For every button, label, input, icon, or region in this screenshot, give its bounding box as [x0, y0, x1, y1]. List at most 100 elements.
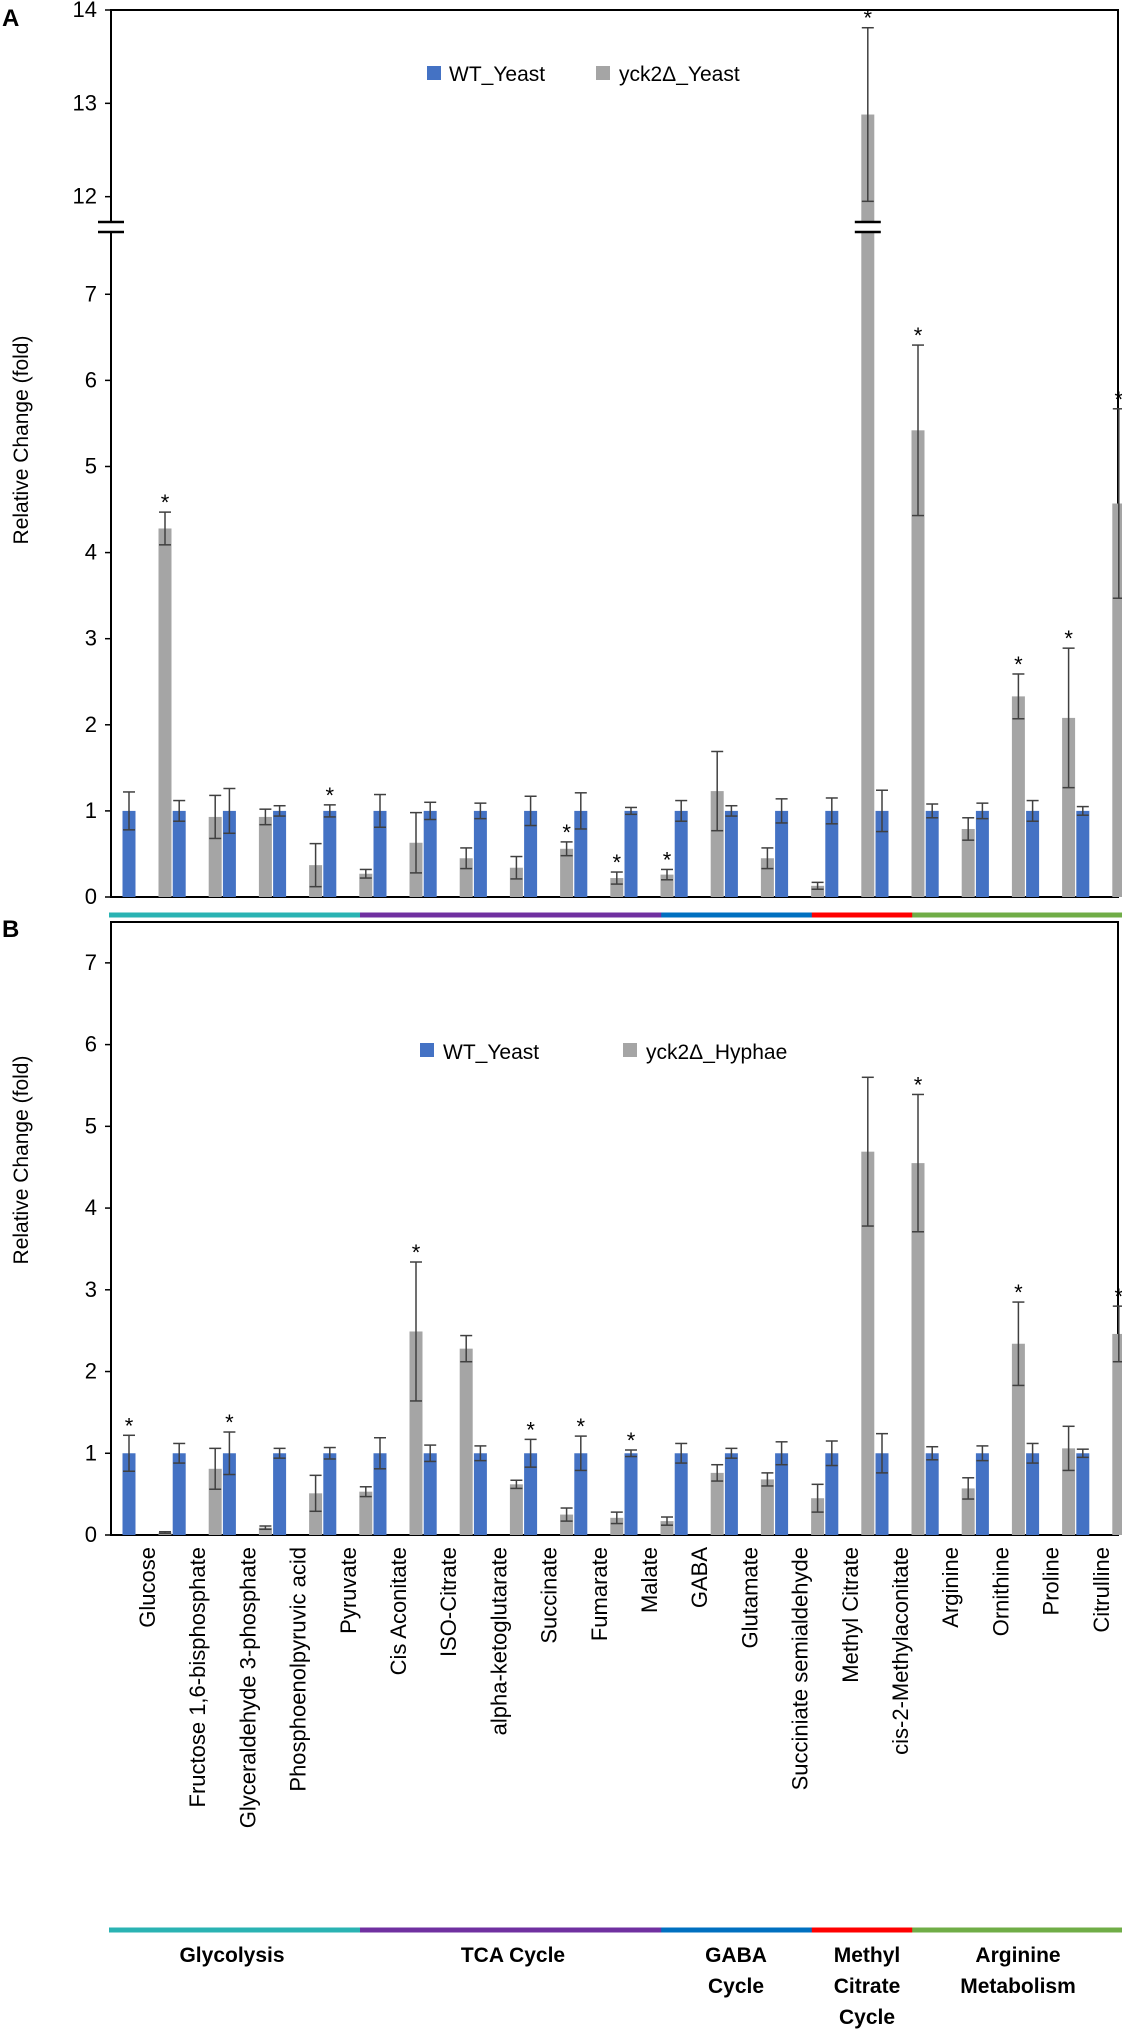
panel-a-significance-star: * [326, 783, 335, 808]
panel-a-bar [222, 810, 236, 897]
panel-b-significance-star: * [225, 1410, 234, 1435]
panel-a-significance-star: * [1115, 387, 1122, 412]
panel-b-legend: WT_Yeast yck2Δ_Hyphae [420, 1041, 787, 1064]
category-label: Phosphoenolpyruvic acid [286, 1547, 311, 1792]
panel-b-bar [373, 1453, 387, 1535]
panel-b-bar [208, 1468, 222, 1535]
panel-b-bar [258, 1527, 272, 1535]
panel-b-bar [1076, 1453, 1090, 1535]
panel-b-bar [1011, 1343, 1025, 1535]
panel-a-bar [724, 810, 738, 897]
panel-a-significance-star: * [864, 6, 873, 31]
panel-a-bar [610, 878, 624, 897]
group-label-gaba-line-2: Cycle [708, 1975, 764, 1998]
panel-a-bar [1026, 810, 1040, 897]
panel-a-bar-break-gap [853, 222, 882, 232]
panel-a-legend-swatch-mutant [596, 66, 610, 80]
panel-a-bar [158, 528, 172, 897]
panel-b-bar [122, 1453, 136, 1535]
panel-b-bar [459, 1348, 473, 1535]
panel-a-y-tick-label: 5 [85, 453, 97, 478]
panel-a-bar [423, 810, 437, 897]
panel-a-bar [861, 114, 875, 898]
panel-b-bar [811, 1498, 825, 1535]
category-label: alpha-ketoglutarate [486, 1547, 511, 1735]
panel-a-bar [624, 810, 638, 897]
panel-a-plot-frame [110, 9, 1119, 898]
group-label-gaba-line-1: GABA [705, 1944, 767, 1967]
panel-b-y-tick-label: 3 [85, 1277, 97, 1302]
panel-a-significance-star: * [613, 850, 622, 875]
panel-b-bar [524, 1453, 538, 1535]
panel-b-bar [825, 1453, 839, 1535]
panel-a-y-tick-label: 14 [73, 0, 97, 22]
panel-b-bar [560, 1514, 574, 1535]
panel-a-significance-star: * [914, 323, 923, 348]
panel-b-legend-swatch-wt [420, 1043, 434, 1057]
panel-b-bar [323, 1453, 337, 1535]
panel-b-legend-swatch-mutant [623, 1043, 637, 1057]
panel-a-bar [961, 828, 975, 897]
panel-b-y-tick-label: 0 [85, 1522, 97, 1547]
panel-a-bar [674, 810, 688, 897]
panel-b-significance-star: * [577, 1414, 586, 1439]
panel-a-y-tick-label: 2 [85, 712, 97, 737]
panel-a-significance-star: * [663, 847, 672, 872]
panel-a-bar [473, 810, 487, 897]
panel-b-bar [961, 1488, 975, 1535]
panel-a-y-tick-label: 7 [85, 281, 97, 306]
panel-a-y-tick-label: 13 [73, 90, 97, 115]
panel-a-bar [373, 810, 387, 897]
panel-a-y-tick-label: 3 [85, 626, 97, 651]
panel-a-legend-label-wt: WT_Yeast [449, 63, 545, 86]
panel-b-plot-frame [110, 921, 1119, 1536]
panel-b-bar [222, 1453, 236, 1535]
panel-a-bar [925, 810, 939, 897]
group-labels: Glycolysis TCA Cycle GABA Cycle Methyl C… [179, 1944, 1075, 2029]
panel-b-bar [875, 1453, 889, 1535]
category-label: Citrulline [1089, 1547, 1114, 1633]
panel-b-bar [610, 1517, 624, 1535]
panel-a-bar [574, 810, 588, 897]
panel-b-bar [509, 1484, 523, 1535]
panel-b-y-tick-label: 7 [85, 950, 97, 975]
panel-a-label: A [2, 5, 19, 32]
panel-b-significance-star: * [1115, 1284, 1122, 1309]
panel-b-bar [473, 1453, 487, 1535]
panel-a-significance-star: * [562, 820, 571, 845]
panel-a-significance-star: * [1064, 626, 1073, 651]
panel-a-bar [323, 810, 337, 897]
panel-b-bar [724, 1453, 738, 1535]
panel-a-bar [710, 791, 724, 897]
panel-b-legend-label-mutant: yck2Δ_Hyphae [646, 1041, 787, 1064]
panel-a-significance-star: * [1014, 652, 1023, 677]
panel-b-significance-star: * [1014, 1280, 1023, 1305]
category-label: ISO-Citrate [436, 1547, 461, 1657]
panel-a-y-tick-label: 6 [85, 367, 97, 392]
panel-a-axis-break-gap [97, 222, 125, 232]
panel-a-bar [1076, 810, 1090, 897]
panel-b-bar [172, 1453, 186, 1535]
panel-a-bar [273, 810, 287, 897]
group-label-glycolysis: Glycolysis [179, 1944, 284, 1967]
panel-a-y-axis-title: Relative Change (fold) [10, 336, 33, 545]
panel-a-bar [911, 430, 925, 897]
panel-b-significance-star: * [412, 1240, 421, 1265]
panel-a-bar [122, 810, 136, 897]
panel-b-bar [760, 1479, 774, 1535]
panel-b-y-tick-label: 5 [85, 1113, 97, 1138]
category-label: Fructose 1,6-bisphosphate [185, 1547, 210, 1808]
category-label: GABA [687, 1547, 712, 1608]
group-label-methyl-line-3: Cycle [839, 2006, 895, 2029]
panel-b-bar [911, 1163, 925, 1535]
panel-a-bar [1112, 503, 1122, 897]
panel-a-bar [208, 816, 222, 897]
panel-b-bar [1026, 1453, 1040, 1535]
panel-a-bar [1062, 717, 1076, 897]
category-label: cis-2-Methylaconitate [888, 1547, 913, 1755]
panel-b-bar [409, 1331, 423, 1535]
panel-b-label: B [2, 916, 19, 943]
panel-a-bar [975, 810, 989, 897]
panel-b-y-tick-label: 2 [85, 1359, 97, 1384]
